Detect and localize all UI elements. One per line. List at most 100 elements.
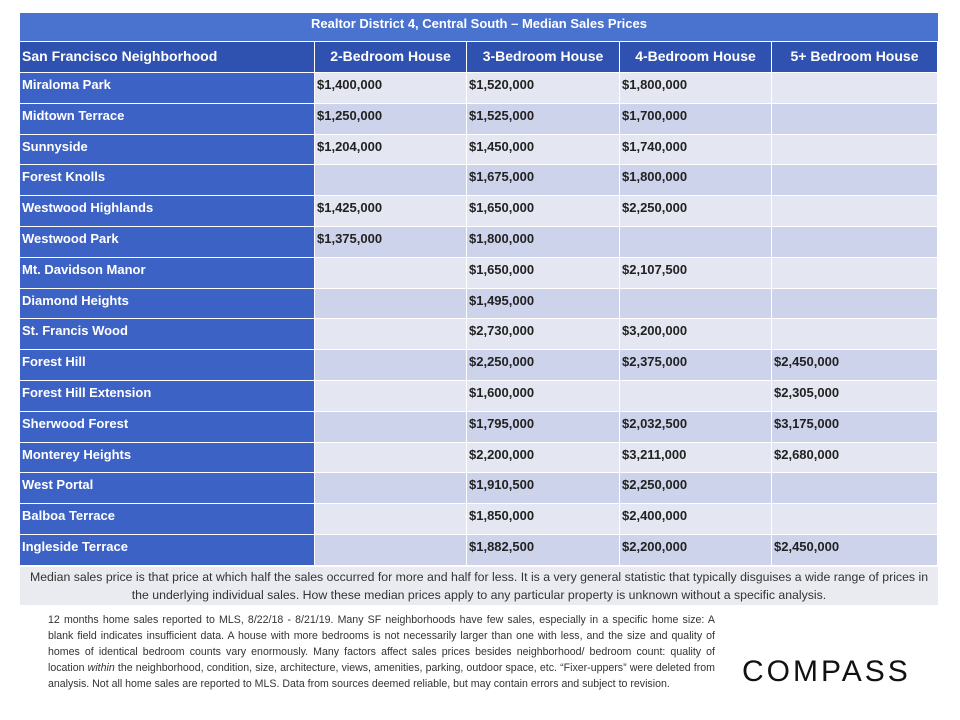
price-cell: $1,650,000: [467, 257, 620, 289]
neighborhood-cell: Miraloma Park: [20, 73, 315, 104]
header-cell: 2-Bedroom House: [315, 42, 467, 73]
neighborhood-cell: Westwood Highlands: [20, 196, 315, 227]
price-cell: $1,850,000: [467, 504, 620, 535]
neighborhood-cell: St. Francis Wood: [20, 319, 315, 351]
price-cell: $1,740,000: [620, 134, 772, 166]
price-cell: $1,800,000: [467, 226, 620, 258]
footnote-text: the neighborhood, condition, size, archi…: [48, 662, 715, 690]
price-cell: $2,680,000: [772, 442, 938, 474]
price-cell: $2,200,000: [620, 534, 772, 566]
price-cell: [315, 534, 467, 566]
neighborhood-cell: Midtown Terrace: [20, 103, 315, 135]
price-cell: $2,375,000: [620, 350, 772, 381]
price-cell: [772, 288, 938, 320]
table-row: Ingleside Terrace $1,882,500 $2,200,000 $2,…: [20, 534, 938, 566]
price-cell: [772, 473, 938, 505]
table-row: Monterey Heights $2,200,000 $3,211,000 $2,6…: [20, 442, 938, 474]
table-row: Balboa Terrace $1,850,000 $2,400,000: [20, 504, 938, 535]
price-cell: $3,200,000: [620, 319, 772, 351]
price-cell: $1,882,500: [467, 534, 620, 566]
table-row: Forest Knolls $1,675,000 $1,800,000: [20, 165, 938, 197]
price-cell: $1,800,000: [620, 165, 772, 197]
neighborhood-cell: Forest Knolls: [20, 165, 315, 197]
price-cell: $2,730,000: [467, 319, 620, 351]
price-cell: $2,250,000: [620, 473, 772, 505]
price-cell: $1,800,000: [620, 73, 772, 104]
price-cell: [772, 504, 938, 535]
price-cell: $2,032,500: [620, 411, 772, 443]
price-cell: [315, 257, 467, 289]
header-cell: 5+ Bedroom House: [772, 42, 938, 73]
table-row: Miraloma Park $1,400,000 $1,520,000 $1,800,…: [20, 73, 938, 104]
footnote: 12 months home sales reported to MLS, 8/…: [48, 612, 715, 692]
price-cell: $1,250,000: [315, 103, 467, 135]
table-row: Westwood Park $1,375,000 $1,800,000: [20, 226, 938, 258]
footnote-emphasis: within: [87, 662, 115, 674]
table-row: Sunnyside $1,204,000 $1,450,000 $1,740,000: [20, 134, 938, 166]
header-row: San Francisco Neighborhood 2-Bedroom Hous…: [20, 42, 938, 73]
table-row: Sherwood Forest $1,795,000 $2,032,500 $3,17…: [20, 411, 938, 443]
price-cell: [315, 288, 467, 320]
price-cell: [315, 380, 467, 412]
header-cell: San Francisco Neighborhood: [20, 42, 315, 73]
price-cell: $2,250,000: [620, 196, 772, 227]
price-cell: [772, 73, 938, 104]
header-cell: 4-Bedroom House: [620, 42, 772, 73]
logo: COMPASS: [742, 655, 911, 688]
table-row: Forest Hill Extension $1,600,000 $2,305,00…: [20, 380, 938, 412]
price-cell: $2,200,000: [467, 442, 620, 474]
price-cell: $1,450,000: [467, 134, 620, 166]
price-cell: [315, 442, 467, 474]
price-cell: [315, 165, 467, 197]
neighborhood-cell: Sunnyside: [20, 134, 315, 166]
price-cell: $1,525,000: [467, 103, 620, 135]
price-cell: $1,204,000: [315, 134, 467, 166]
price-cell: $1,675,000: [467, 165, 620, 197]
price-cell: [772, 226, 938, 258]
price-cell: $1,425,000: [315, 196, 467, 227]
note: Median sales price is that price at whic…: [20, 567, 938, 605]
price-cell: [772, 319, 938, 351]
price-cell: $2,107,500: [620, 257, 772, 289]
price-cell: $1,375,000: [315, 226, 467, 258]
neighborhood-cell: Diamond Heights: [20, 288, 315, 320]
price-cell: [772, 165, 938, 197]
footnote-text: 12 months home sales reported to MLS, 8/…: [48, 614, 715, 674]
price-cell: $2,250,000: [467, 350, 620, 381]
price-cell: $3,211,000: [620, 442, 772, 474]
price-cell: [772, 134, 938, 166]
neighborhood-cell: Mt. Davidson Manor: [20, 257, 315, 289]
price-cell: [772, 257, 938, 289]
price-cell: [315, 319, 467, 351]
price-cell: $2,450,000: [772, 534, 938, 566]
neighborhood-cell: Balboa Terrace: [20, 504, 315, 535]
table-title: Realtor District 4, Central South – Medi…: [20, 13, 938, 41]
price-cell: $1,400,000: [315, 73, 467, 104]
price-cell: $1,910,500: [467, 473, 620, 505]
price-cell: $2,305,000: [772, 380, 938, 412]
neighborhood-cell: West Portal: [20, 473, 315, 505]
price-cell: [620, 288, 772, 320]
price-cell: [772, 196, 938, 227]
price-cell: [315, 411, 467, 443]
price-cell: [620, 380, 772, 412]
neighborhood-cell: Monterey Heights: [20, 442, 315, 474]
table-row: Westwood Highlands $1,425,000 $1,650,000 $2…: [20, 196, 938, 227]
price-cell: $3,175,000: [772, 411, 938, 443]
table-row: Diamond Heights $1,495,000: [20, 288, 938, 320]
price-cell: [620, 226, 772, 258]
neighborhood-cell: Forest Hill: [20, 350, 315, 381]
price-cell: $1,520,000: [467, 73, 620, 104]
neighborhood-cell: Ingleside Terrace: [20, 534, 315, 566]
price-cell: $2,400,000: [620, 504, 772, 535]
price-cell: $1,700,000: [620, 103, 772, 135]
table-row: Forest Hill $2,250,000 $2,375,000 $2,450,00…: [20, 350, 938, 381]
price-cell: [315, 350, 467, 381]
neighborhood-cell: Westwood Park: [20, 226, 315, 258]
price-cell: [772, 103, 938, 135]
header-cell: 3-Bedroom House: [467, 42, 620, 73]
table-row: St. Francis Wood $2,730,000 $3,200,000: [20, 319, 938, 351]
table-row: West Portal $1,910,500 $2,250,000: [20, 473, 938, 505]
price-cell: $1,495,000: [467, 288, 620, 320]
